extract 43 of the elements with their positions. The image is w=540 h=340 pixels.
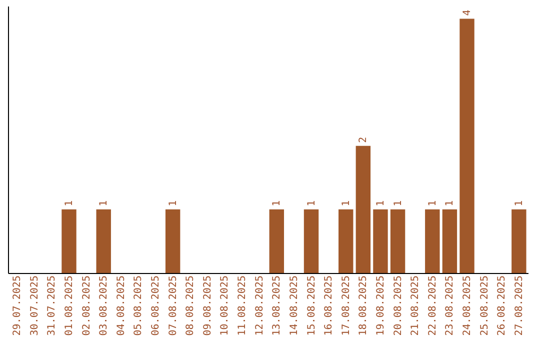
x-tick-label: 29.07.2025 [12,276,24,336]
data-label: 1 [427,200,438,206]
x-tick-label: 08.08.2025 [185,276,196,336]
x-tick-label: 10.08.2025 [220,276,231,336]
data-label: 1 [64,200,75,206]
x-tick-label: 05.08.2025 [133,276,144,336]
data-label: 1 [375,200,386,206]
x-tick-label: 21.08.2025 [410,276,422,336]
x-tick-label: 02.08.2025 [81,276,92,336]
x-tick-label: 04.08.2025 [116,276,127,336]
x-tick-label: 31.07.2025 [46,276,58,336]
x-tick-label: 09.08.2025 [202,276,214,336]
data-label: 1 [514,200,525,206]
x-tick-label: 23.08.2025 [444,276,456,336]
x-tick-label: 27.08.2025 [514,276,525,336]
x-tick-label: 24.08.2025 [462,276,473,336]
x-tick-label: 30.07.2025 [29,276,40,336]
x-tick-label: 01.08.2025 [64,276,75,336]
x-tick-label: 15.08.2025 [306,276,318,336]
x-tick-label: 26.08.2025 [496,276,508,336]
x-tick-label: 13.08.2025 [272,276,283,336]
data-label: 1 [306,200,318,206]
data-label: 2 [358,136,370,143]
x-tick-label: 17.08.2025 [340,276,352,336]
x-tick-label: 11.08.2025 [237,276,248,336]
x-tick-label: 25.08.2025 [479,276,490,336]
data-label: 1 [340,200,352,206]
x-tick-label: 18.08.2025 [358,276,370,336]
data-label: 1 [444,200,456,206]
data-label: 1 [168,200,179,206]
data-label: 1 [272,200,283,206]
x-tick-label: 12.08.2025 [254,276,266,336]
data-label: 1 [392,200,404,206]
x-tick-label: 14.08.2025 [288,276,300,336]
x-tick-label: 19.08.2025 [375,276,386,336]
x-tick-label: 16.08.2025 [324,276,335,336]
x-tick-label: 20.08.2025 [392,276,404,336]
x-tick-label: 22.08.2025 [427,276,438,336]
data-label: 1 [98,200,110,206]
x-tick-label: 03.08.2025 [98,276,110,336]
x-tick-label: 07.08.2025 [168,276,179,336]
x-tick-label: 06.08.2025 [150,276,162,336]
data-label: 4 [462,10,473,16]
